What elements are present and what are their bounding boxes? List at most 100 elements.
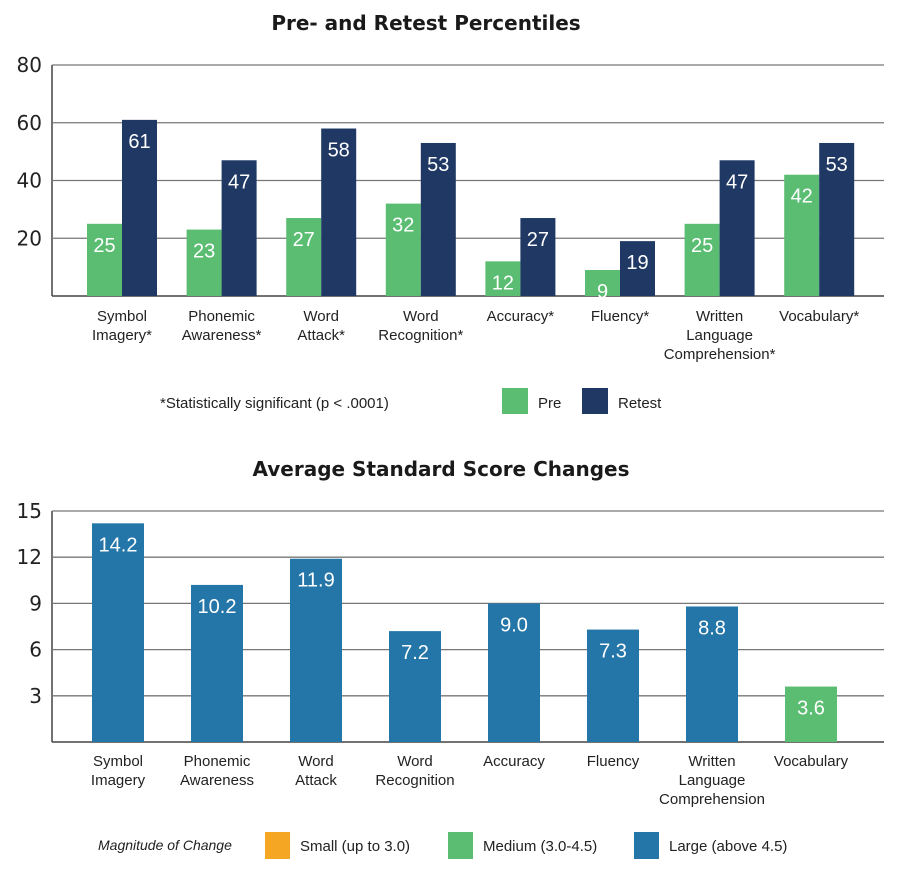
bar-value-label: 8.8	[698, 617, 726, 639]
bar-value-label: 47	[726, 171, 748, 193]
bar-value-label: 3.6	[797, 698, 825, 720]
bar-value-label: 25	[93, 235, 115, 257]
bar-value-label: 42	[791, 186, 813, 208]
legend-swatch-retest	[582, 388, 608, 414]
bar-value-label: 47	[228, 171, 250, 193]
bar-pre	[784, 174, 820, 296]
bar-value-label: 7.2	[401, 642, 429, 664]
bar-value-label: 14.2	[99, 534, 138, 556]
bar-pre	[186, 229, 222, 296]
bar-score-change	[488, 603, 540, 742]
legend-swatch-medium	[448, 832, 473, 859]
bar-value-label: 9.0	[500, 614, 528, 636]
bar-value-label: 25	[691, 235, 713, 257]
bar-retest	[520, 218, 556, 296]
bar-pre	[385, 203, 421, 296]
x-category-label: Vocabulary*	[779, 308, 859, 325]
bar-score-change	[785, 686, 837, 742]
bar-retest	[221, 160, 257, 296]
x-category-label: Vocabulary	[774, 753, 849, 770]
x-category-label: Accuracy	[483, 753, 545, 770]
x-category-label: Comprehension	[659, 791, 765, 808]
legend-label-retest: Retest	[618, 395, 662, 412]
chart1-legend: *Statistically significant (p < .0001) P…	[160, 388, 662, 414]
x-category-label: Attack*	[297, 327, 345, 344]
bar-value-label: 61	[128, 131, 150, 153]
bar-pre	[585, 270, 620, 296]
bar-value-label: 11.9	[297, 570, 334, 592]
x-category-label: Attack	[295, 772, 337, 789]
chart1-title: Pre- and Retest Percentiles	[271, 11, 580, 35]
chart2-legend: Magnitude of Change Small (up to 3.0) Me…	[98, 832, 787, 859]
bar-retest	[719, 160, 755, 296]
x-category-label: Fluency	[587, 753, 640, 770]
chart2-bars: 14.2 10.2 11.9 7.2 9.0 7.3 8.8 3.6	[92, 523, 837, 742]
bar-score-change	[92, 523, 144, 742]
x-category-label: Accuracy*	[487, 308, 555, 325]
bar-value-label: 9	[597, 281, 608, 303]
chart2-title: Average Standard Score Changes	[252, 457, 629, 481]
x-category-label: Phonemic	[188, 308, 255, 325]
chart1-y-axis: 20 40 60 80	[17, 53, 42, 250]
x-category-label: Written	[696, 308, 743, 325]
bar-score-change	[290, 558, 342, 742]
legend-label-large: Large (above 4.5)	[669, 838, 787, 855]
bar-pre	[286, 218, 322, 296]
chart2-x-axis: Symbol Imagery Phonemic Awareness Word Attack…	[91, 753, 849, 808]
x-category-label: Language	[679, 772, 746, 789]
y-tick-label: 12	[17, 545, 42, 569]
chart2-y-axis: 3 6 9 12 15	[17, 499, 42, 708]
chart1-gridlines	[51, 64, 884, 297]
x-category-label: Fluency*	[591, 308, 650, 325]
y-tick-label: 15	[17, 499, 42, 523]
y-tick-label: 80	[17, 53, 42, 77]
bar-value-label: 27	[527, 229, 549, 251]
bar-retest	[819, 142, 855, 296]
bar-value-label: 7.3	[599, 641, 627, 663]
bar-pre	[87, 223, 122, 296]
x-category-label: Written	[688, 753, 735, 770]
bar-value-label: 53	[427, 154, 449, 176]
x-category-label: Language	[686, 327, 753, 344]
bar-pre	[684, 223, 720, 296]
chart1-footnote: *Statistically significant (p < .0001)	[160, 395, 389, 412]
y-tick-label: 3	[29, 684, 42, 708]
x-category-label: Recognition	[375, 772, 454, 789]
x-category-label: Comprehension*	[664, 346, 776, 363]
bar-retest	[620, 241, 655, 296]
y-tick-label: 60	[17, 111, 42, 135]
chart2-gridlines	[51, 510, 884, 743]
x-category-label: Awareness*	[182, 327, 262, 344]
legend-label-medium: Medium (3.0-4.5)	[483, 838, 597, 855]
percentiles-chart: Pre- and Retest Percentiles 20 40 60 80 25 6…	[17, 11, 884, 414]
score-changes-chart: Average Standard Score Changes 3 6 9 12 15 1…	[17, 457, 884, 859]
bar-score-change	[686, 606, 738, 742]
bar-value-label: 19	[626, 252, 648, 274]
bar-value-label: 53	[826, 154, 848, 176]
x-category-label: Phonemic	[184, 753, 251, 770]
x-category-label: Awareness	[180, 772, 254, 789]
y-tick-label: 20	[17, 226, 42, 250]
y-tick-label: 40	[17, 169, 42, 193]
x-category-label: Recognition*	[378, 327, 463, 344]
chart1-x-axis: Symbol Imagery* Phonemic Awareness* Word Atta…	[92, 308, 859, 363]
x-category-label: Symbol	[97, 308, 147, 325]
legend-swatch-large	[634, 832, 659, 859]
bar-retest	[321, 128, 357, 296]
bar-value-label: 23	[193, 241, 215, 263]
chart1-bars: 25 61 23 47 27 58 32 53 12 27 9 19 25 47 42 53	[87, 119, 855, 303]
bar-retest	[420, 142, 456, 296]
x-category-label: Word	[298, 753, 334, 770]
legend-label-small: Small (up to 3.0)	[300, 838, 410, 855]
bar-value-label: 58	[328, 140, 350, 162]
x-category-label: Word	[403, 308, 439, 325]
x-category-label: Word	[303, 308, 339, 325]
bar-value-label: 32	[392, 215, 414, 237]
x-category-label: Symbol	[93, 753, 143, 770]
bar-value-label: 27	[293, 229, 315, 251]
x-category-label: Imagery	[91, 772, 146, 789]
legend-swatch-small	[265, 832, 290, 859]
bar-score-change	[587, 629, 639, 742]
x-category-label: Word	[397, 753, 433, 770]
